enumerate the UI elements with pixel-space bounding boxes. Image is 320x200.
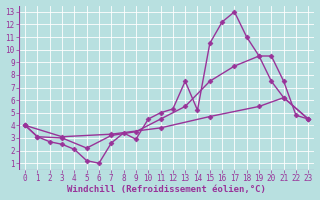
X-axis label: Windchill (Refroidissement éolien,°C): Windchill (Refroidissement éolien,°C) (67, 185, 266, 194)
